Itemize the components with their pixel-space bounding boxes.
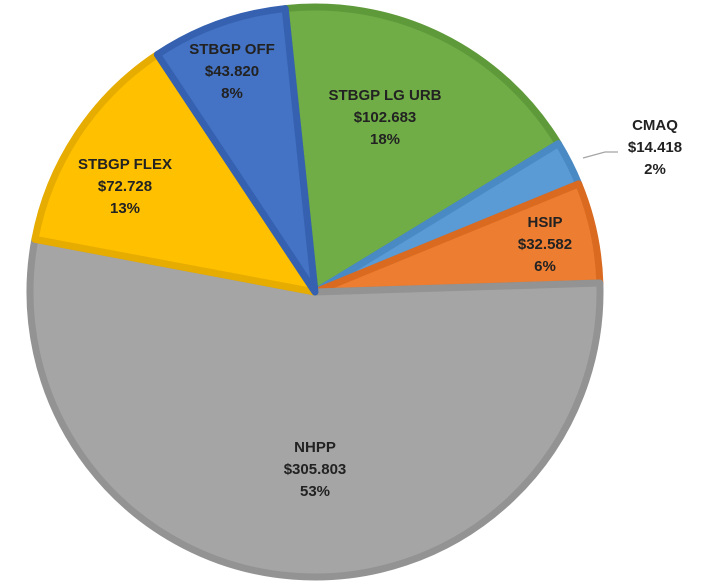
value-label: $72.728 [98,178,152,195]
value-label: $102.683 [354,109,417,126]
pie-slice [26,235,604,581]
pie-slice [31,51,319,296]
percent-label: 6% [534,258,556,275]
percent-label: 13% [110,200,140,217]
percent-label: 2% [644,161,666,178]
percent-label: 18% [370,131,400,148]
value-label: $305.803 [284,461,347,478]
slice-label: CMAQ [632,117,678,134]
leader-line [582,151,618,159]
pie-slice [153,5,319,296]
slice-label: NHPP [294,439,336,456]
slice-label: STBGP LG URB [328,87,441,104]
value-label: $32.582 [518,236,572,253]
value-label: $43.820 [205,63,259,80]
slice-label: HSIP [527,214,562,231]
pie-slice [281,3,562,296]
value-label: $14.418 [628,139,682,156]
percent-label: 8% [221,85,243,102]
percent-label: 53% [300,483,330,500]
slice-label: STBGP FLEX [78,156,172,173]
slice-label: STBGP OFF [189,41,275,58]
